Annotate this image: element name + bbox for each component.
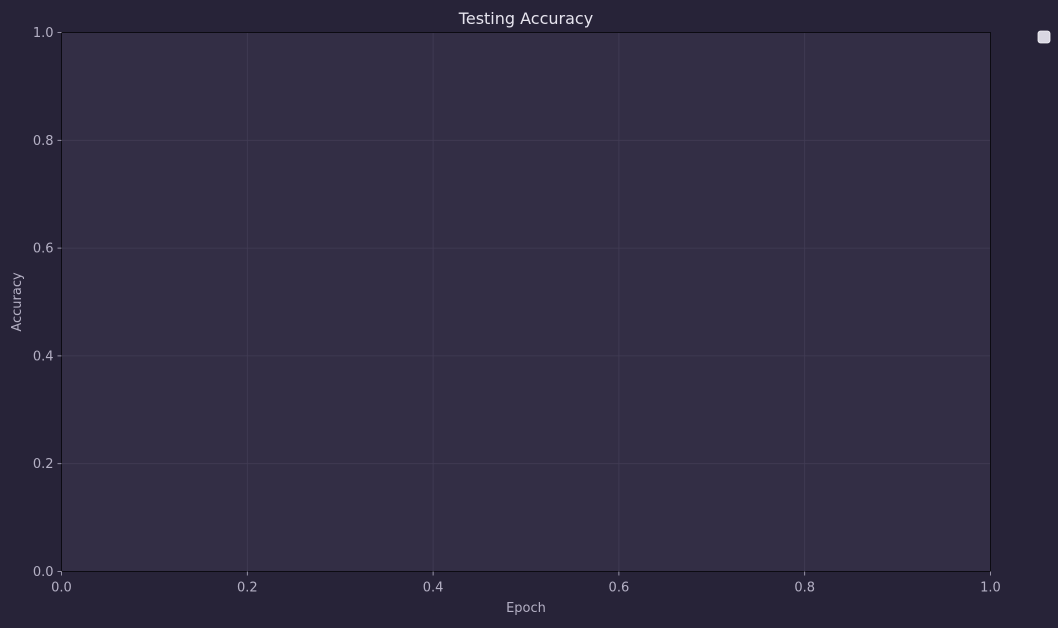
y-tick-label: 0.6 [33,242,54,257]
x-tick-label: 1.0 [980,581,1001,596]
x-axis-ticks: 0.0 0.2 0.4 0.6 0.8 1.0 [51,571,1001,596]
y-tick-label: 1.0 [33,26,54,41]
x-tick-label: 0.4 [423,581,444,596]
legend [1037,30,1051,44]
x-tick-label: 0.2 [237,581,258,596]
legend-marker [1037,30,1051,44]
grid-lines [61,32,991,572]
chart-title: Testing Accuracy [458,9,593,28]
plot-area [61,32,991,572]
x-tick-label: 0.8 [794,581,815,596]
y-tick-label: 0.8 [33,134,54,149]
x-tick-label: 0.0 [51,581,72,596]
x-tick-label: 0.6 [609,581,630,596]
y-tick-label: 0.2 [33,457,54,472]
y-tick-label: 0.0 [33,565,54,580]
y-axis-label: Accuracy [10,272,25,332]
y-tick-label: 0.4 [33,349,54,364]
plot-frame [61,32,991,572]
x-axis-label: Epoch [506,601,546,616]
y-axis-ticks: 0.0 0.2 0.4 0.6 0.8 1.0 [33,26,62,580]
